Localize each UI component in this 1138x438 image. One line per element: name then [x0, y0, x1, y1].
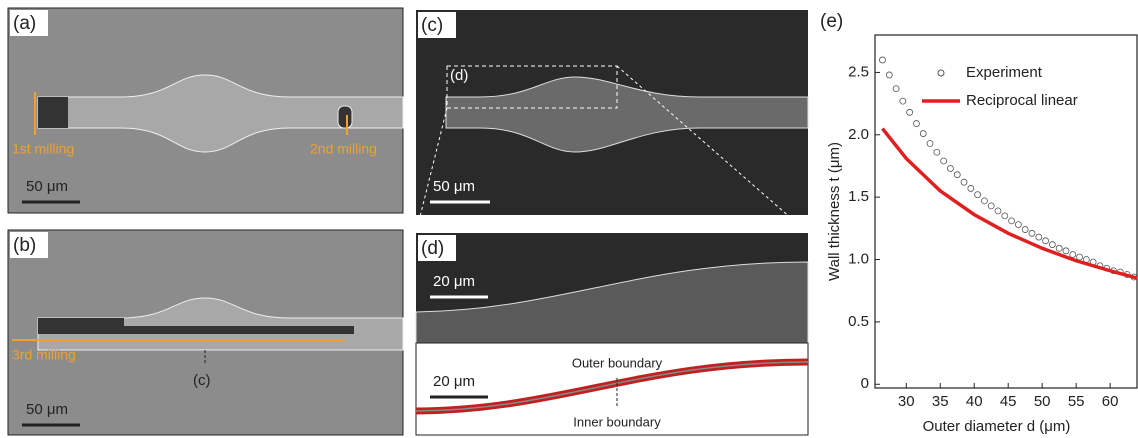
x-tick-label: 40	[966, 393, 983, 410]
annotation: 2nd milling	[310, 141, 377, 157]
x-tick-label: 60	[1102, 393, 1119, 410]
x-tick-label: 55	[1068, 393, 1085, 410]
scale-label: 50 μm	[26, 401, 68, 418]
x-tick-label: 50	[1034, 393, 1051, 410]
panel-label: (e)	[820, 11, 843, 32]
y-tick-label: 0	[861, 375, 869, 392]
annotation: Outer boundary	[572, 355, 663, 370]
y-tick-label: 0.5	[848, 313, 869, 330]
data-point	[954, 172, 960, 178]
data-point	[920, 131, 926, 137]
page: {"panels": { "a": {"label": "(a)", "note…	[0, 0, 1138, 438]
figure: (a) 1st milling 2nd milling 50 μm (b) 3r…	[0, 0, 1138, 438]
panel-d: (d) 20 μm 20 μm Outer boundary Inner bou…	[416, 233, 808, 435]
y-tick-label: 2.5	[848, 63, 869, 80]
y-tick-label: 1.5	[848, 188, 869, 205]
data-point	[1077, 254, 1083, 260]
scale-label: 20 μm	[433, 273, 475, 290]
data-point	[981, 198, 987, 204]
data-point	[1002, 213, 1008, 219]
annotation: 1st milling	[12, 141, 74, 157]
data-point	[975, 192, 981, 198]
x-tick-label: 45	[1000, 393, 1017, 410]
data-point	[995, 208, 1001, 214]
y-axis-label: Wall thickness t (μm)	[826, 142, 843, 281]
milled-region	[124, 326, 354, 334]
data-point	[913, 121, 919, 127]
milled-region	[38, 318, 124, 334]
data-point	[934, 149, 940, 155]
panel-label: (c)	[421, 15, 443, 36]
inset-label: (d)	[450, 67, 468, 84]
data-line	[882, 129, 1137, 279]
data-point	[1043, 238, 1049, 244]
data-point	[961, 179, 967, 185]
chart: 30 35 40 45 50 55 60 0 0.5 1.0 1.5 2.0 2.5 Outer diam…	[826, 35, 1137, 435]
data-point	[879, 57, 885, 63]
data-point	[1063, 248, 1069, 254]
data-point	[893, 86, 899, 92]
data-point	[1056, 245, 1062, 251]
plot-frame	[875, 35, 1137, 388]
annotation: Inner boundary	[573, 414, 661, 429]
data-point	[1015, 222, 1021, 228]
scale-label: 20 μm	[433, 373, 475, 390]
data-point	[941, 158, 947, 164]
milled-notch	[338, 106, 352, 128]
panel-label: (b)	[13, 235, 36, 256]
annotation: 3rd milling	[12, 347, 76, 363]
data-point	[1036, 234, 1042, 240]
scale-label: 50 μm	[433, 178, 475, 195]
data-point	[927, 141, 933, 147]
data-point	[947, 165, 953, 171]
legend-label: Reciprocal linear	[966, 92, 1078, 109]
panel-c: (c) (d) 50 μm	[416, 10, 808, 233]
data-point	[1029, 230, 1035, 236]
data-point	[1022, 227, 1028, 233]
panel-b: (b) 3rd milling (c) 50 μm	[8, 230, 403, 435]
legend-marker	[938, 70, 944, 76]
data-point	[968, 185, 974, 191]
panel-label: (d)	[421, 238, 444, 259]
y-tick-label: 2.0	[848, 126, 869, 143]
annotation: (c)	[193, 372, 211, 389]
data-point	[1070, 252, 1076, 258]
milled-end	[38, 97, 68, 128]
panel-label: (a)	[13, 13, 36, 34]
data-point	[907, 109, 913, 115]
x-axis-label: Outer diameter d (μm)	[923, 418, 1071, 435]
x-tick-label: 35	[932, 393, 949, 410]
y-tick-label: 1.0	[848, 250, 869, 267]
data-point	[886, 72, 892, 78]
legend-label: Experiment	[966, 64, 1043, 81]
data-point	[988, 203, 994, 209]
scale-label: 50 μm	[26, 178, 68, 195]
data-point	[900, 98, 906, 104]
x-tick-label: 30	[898, 393, 915, 410]
data-point	[1049, 242, 1055, 248]
data-point	[1009, 218, 1015, 224]
panel-a: (a) 1st milling 2nd milling 50 μm	[8, 8, 403, 213]
